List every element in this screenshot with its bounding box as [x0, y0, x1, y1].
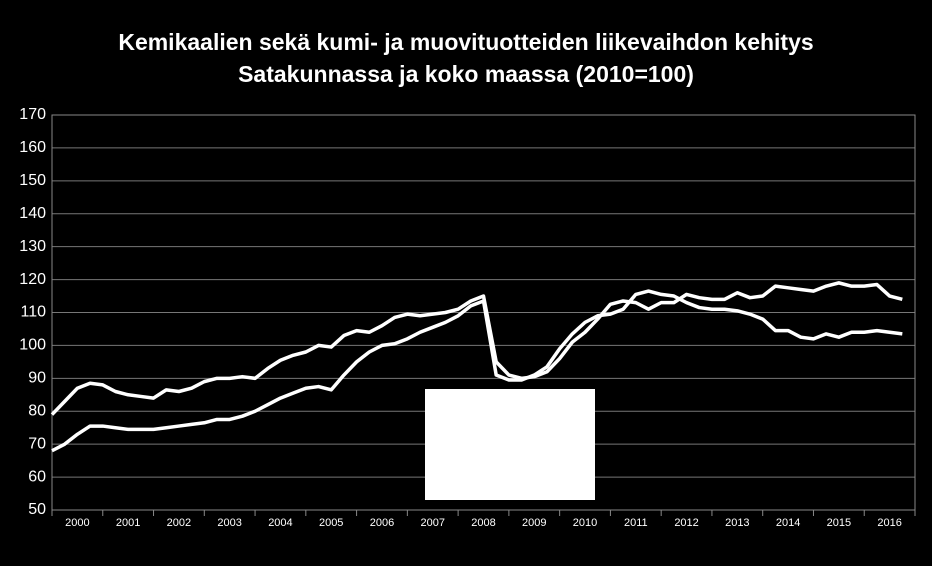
y-tick-label: 90 — [28, 370, 46, 387]
x-tick-label: 2009 — [522, 517, 546, 529]
x-tick-label: 2016 — [877, 517, 901, 529]
plot-frame — [51, 114, 916, 511]
x-tick-label: 2003 — [217, 517, 241, 529]
legend-cover — [425, 389, 595, 500]
y-tick-label: 60 — [28, 468, 46, 485]
y-tick-label: 80 — [28, 402, 46, 419]
x-tick-label: 2012 — [674, 517, 698, 529]
y-tick-label: 150 — [19, 172, 46, 189]
x-tick-label: 2008 — [471, 517, 495, 529]
y-tick-label: 120 — [19, 271, 46, 288]
x-tick-label: 2005 — [319, 517, 343, 529]
y-tick-label: 130 — [19, 238, 46, 255]
y-tick-label: 70 — [28, 435, 46, 452]
x-tick-label: 2015 — [827, 517, 851, 529]
x-tick-label: 2013 — [725, 517, 749, 529]
y-tick-label: 50 — [28, 501, 46, 518]
chart-title: Kemikaalien sekä kumi- ja muovituotteide… — [118, 29, 813, 55]
y-tick-label: 110 — [20, 304, 46, 321]
x-tick-label: 2004 — [268, 517, 292, 529]
x-tick-label: 2002 — [167, 517, 191, 529]
y-tick-label: 170 — [19, 106, 46, 123]
y-tick-label: 160 — [19, 139, 46, 156]
x-tick-label: 2010 — [573, 517, 597, 529]
line-series — [51, 289, 903, 453]
y-tick-label: 100 — [19, 337, 46, 354]
y-tick-label: 140 — [19, 205, 46, 222]
chart-subtitle: Satakunnassa ja koko maassa (2010=100) — [238, 61, 694, 87]
x-tick-label: 2006 — [370, 517, 394, 529]
x-tick-label: 2007 — [420, 517, 444, 529]
x-tick-label: 2011 — [624, 517, 648, 529]
x-tick-label: 2000 — [65, 517, 89, 529]
line-series — [50, 281, 903, 416]
x-tick-label: 2014 — [776, 517, 800, 529]
x-tick-label: 2001 — [116, 517, 140, 529]
